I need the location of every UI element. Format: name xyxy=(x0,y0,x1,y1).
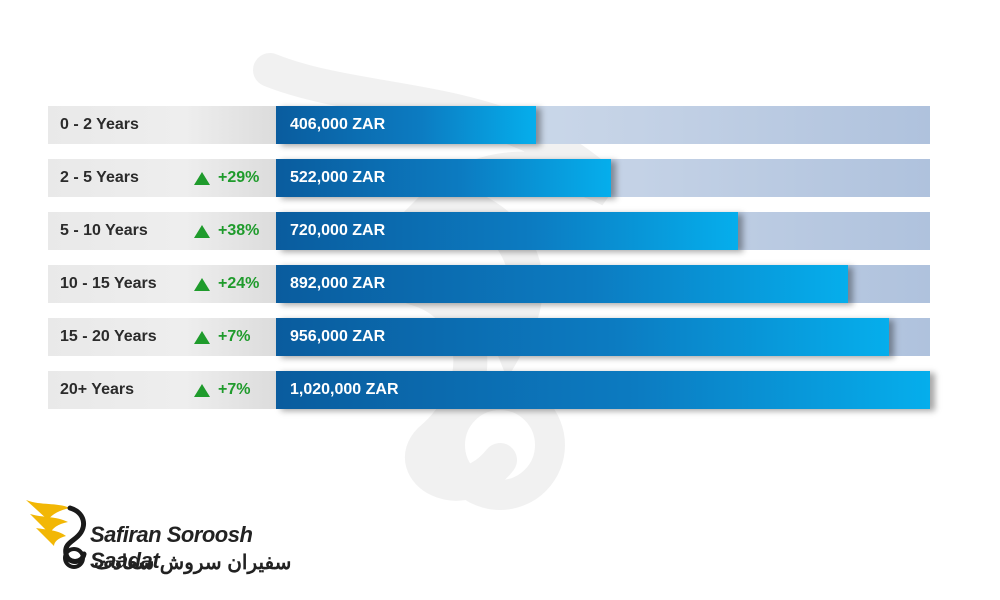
bar-value-label: 956,000 ZAR xyxy=(290,328,386,345)
change-value: +7% xyxy=(218,381,251,398)
bar-row: 15 - 20 Years +7% 956,000 ZAR xyxy=(48,318,930,356)
bar-track: 892,000 ZAR xyxy=(276,265,930,303)
bar-track: 1,020,000 ZAR xyxy=(276,371,930,409)
up-triangle-icon xyxy=(194,383,210,397)
bar-value-label: 892,000 ZAR xyxy=(290,275,386,292)
category-label-cell: 20+ Years +7% xyxy=(48,371,276,409)
bar-track: 522,000 ZAR xyxy=(276,159,930,197)
change-indicator: +29% xyxy=(194,169,259,187)
category-label-cell: 5 - 10 Years +38% xyxy=(48,212,276,250)
bar-value-label: 406,000 ZAR xyxy=(290,116,386,133)
change-value: +29% xyxy=(218,169,260,186)
bar-row: 5 - 10 Years +38% 720,000 ZAR xyxy=(48,212,930,250)
up-triangle-icon xyxy=(194,224,210,238)
change-indicator: +7% xyxy=(194,328,250,346)
bar: 522,000 ZAR xyxy=(276,159,611,197)
change-indicator: +7% xyxy=(194,381,250,399)
change-indicator: +38% xyxy=(194,222,259,240)
bar: 1,020,000 ZAR xyxy=(276,371,930,409)
bar-track: 956,000 ZAR xyxy=(276,318,930,356)
category-label-cell: 15 - 20 Years +7% xyxy=(48,318,276,356)
category-label: 2 - 5 Years xyxy=(60,169,139,186)
category-label: 5 - 10 Years xyxy=(60,222,148,239)
category-label-cell: 0 - 2 Years xyxy=(48,106,276,144)
category-label-cell: 10 - 15 Years +24% xyxy=(48,265,276,303)
category-label: 20+ Years xyxy=(60,381,135,398)
bar: 720,000 ZAR xyxy=(276,212,738,250)
change-indicator: +24% xyxy=(194,275,259,293)
bar-value-label: 1,020,000 ZAR xyxy=(290,381,399,398)
bar-row: 2 - 5 Years +29% 522,000 ZAR xyxy=(48,159,930,197)
bar-value-label: 720,000 ZAR xyxy=(290,222,386,239)
up-triangle-icon xyxy=(194,171,210,185)
up-triangle-icon xyxy=(194,277,210,291)
bar-row: 20+ Years +7% 1,020,000 ZAR xyxy=(48,371,930,409)
bar: 956,000 ZAR xyxy=(276,318,889,356)
bar: 892,000 ZAR xyxy=(276,265,848,303)
swan-wing-logo-icon xyxy=(26,500,87,569)
brand-name-english: Safiran Soroosh Saadat xyxy=(90,522,253,573)
category-label: 10 - 15 Years xyxy=(60,275,157,292)
bar-track: 720,000 ZAR xyxy=(276,212,930,250)
change-value: +7% xyxy=(218,328,251,345)
category-label-cell: 2 - 5 Years +29% xyxy=(48,159,276,197)
category-label: 0 - 2 Years xyxy=(60,116,139,133)
salary-bar-chart: 0 - 2 Years 406,000 ZAR 2 - 5 Years +29% 522… xyxy=(48,106,930,424)
bar-row: 10 - 15 Years +24% 892,000 ZAR xyxy=(48,265,930,303)
bar: 406,000 ZAR xyxy=(276,106,536,144)
company-logo: Safiran Soroosh Saadat سفیران سروش سعادت xyxy=(22,492,292,582)
bar-track: 406,000 ZAR xyxy=(276,106,930,144)
bar-value-label: 522,000 ZAR xyxy=(290,169,386,186)
up-triangle-icon xyxy=(194,330,210,344)
bar-row: 0 - 2 Years 406,000 ZAR xyxy=(48,106,930,144)
change-value: +38% xyxy=(218,222,260,239)
category-label: 15 - 20 Years xyxy=(60,328,157,345)
change-value: +24% xyxy=(218,275,260,292)
brand-name-persian: سفیران سروش سعادت xyxy=(94,552,292,574)
